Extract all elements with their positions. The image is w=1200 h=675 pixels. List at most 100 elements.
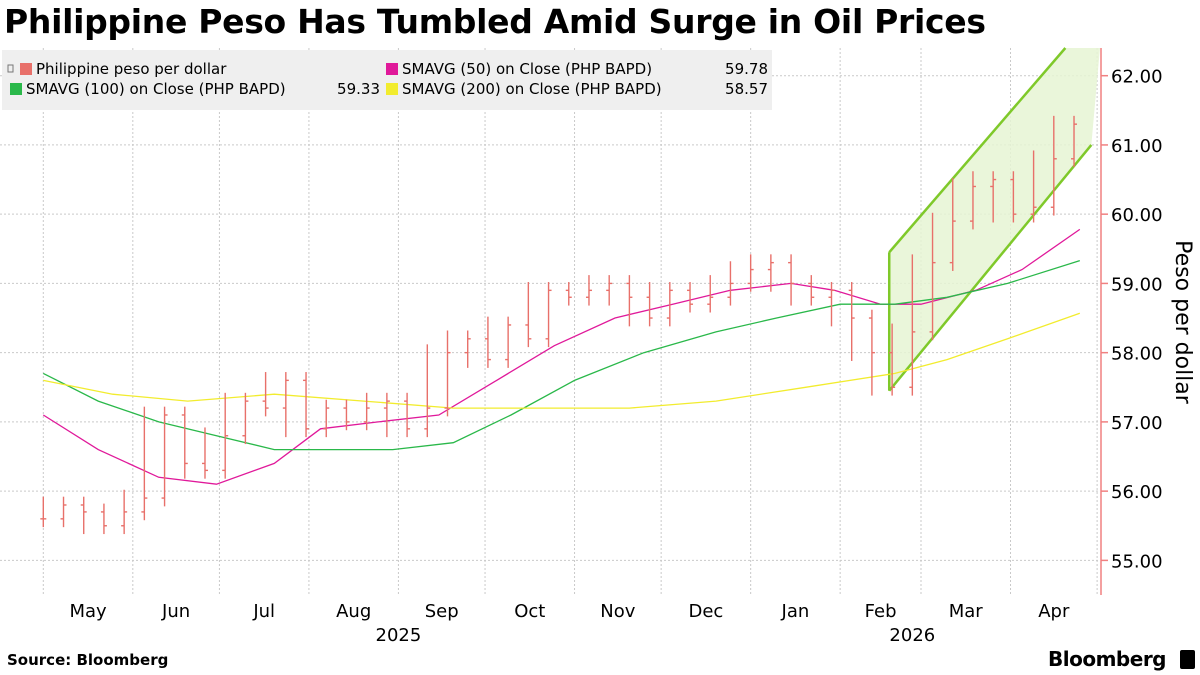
- y-tick-label-3: 58.00: [1111, 344, 1163, 365]
- price-bar: [1050, 115, 1057, 216]
- legend-background: [2, 50, 772, 110]
- price-bar: [383, 392, 390, 438]
- price-bar: [323, 399, 330, 438]
- price-bar: [707, 275, 714, 313]
- price-bar: [969, 171, 976, 230]
- price-bar: [525, 282, 532, 348]
- y-tick-label-7: 62.00: [1111, 67, 1163, 88]
- price-bar: [40, 496, 47, 528]
- price-bar: [100, 503, 107, 535]
- price-bar: [545, 282, 552, 348]
- price-bar: [788, 254, 795, 306]
- x-tick-label-jan: Jan: [781, 601, 810, 622]
- price-bar: [141, 406, 148, 521]
- price-bar: [848, 282, 855, 361]
- price-bar: [80, 496, 87, 535]
- brand-logo: Bloomberg: [1048, 647, 1166, 671]
- chart-axes: 55.00 56.00 57.00 58.00 59.00 60.00 61.00 62.00…: [69, 48, 1195, 646]
- price-bar: [990, 171, 997, 223]
- price-bar: [868, 309, 875, 396]
- legend-item-sma200-value: 58.57: [725, 80, 768, 98]
- legend-item-peso-label: Philippine peso per dollar: [36, 60, 227, 78]
- price-bar: [889, 323, 896, 396]
- price-bar: [666, 282, 673, 327]
- y-tick-label-4: 59.00: [1111, 274, 1163, 295]
- sma200-line: [43, 312, 1081, 409]
- y-tick-label-5: 60.00: [1111, 205, 1163, 226]
- price-bar: [606, 275, 613, 306]
- price-bar: [262, 372, 269, 417]
- price-bar: [242, 392, 249, 445]
- y-tick-label-0: 55.00: [1111, 551, 1163, 572]
- price-bar: [909, 254, 916, 396]
- price-bar: [343, 399, 350, 431]
- x-tick-label-mar: Mar: [949, 601, 984, 622]
- legend-bar-icon: [7, 64, 14, 73]
- chart-series: [40, 115, 1081, 535]
- y-axis-title: Peso per dollar: [1170, 240, 1195, 405]
- brand-icon: [1180, 650, 1195, 669]
- x-tick-label-may: May: [69, 601, 107, 622]
- price-bar: [404, 392, 411, 438]
- price-bar: [585, 275, 592, 306]
- x-tick-label-nov: Nov: [600, 601, 635, 622]
- year-label-2025: 2025: [376, 625, 422, 646]
- x-tick-label-aug: Aug: [336, 601, 371, 622]
- price-bar: [949, 178, 956, 271]
- channel-upper-line: [888, 47, 1067, 254]
- x-tick-label-sep: Sep: [425, 601, 459, 622]
- x-tick-label-jul: Jul: [252, 601, 275, 622]
- price-bar: [484, 316, 491, 368]
- price-bar: [828, 282, 835, 327]
- legend-item-sma200-label: SMAVG (200) on Close (PHP BAPD): [402, 80, 662, 98]
- sma50-line: [42, 228, 1081, 485]
- price-bar: [687, 282, 694, 313]
- x-tick-label-oct: Oct: [514, 601, 545, 622]
- price-bar: [565, 282, 572, 306]
- year-label-2026: 2026: [889, 625, 935, 646]
- price-bar: [424, 344, 431, 438]
- y-tick-label-2: 57.00: [1111, 413, 1163, 434]
- sma100-line: [43, 259, 1080, 451]
- price-bar: [747, 254, 754, 292]
- y-tick-label-1: 56.00: [1111, 482, 1163, 503]
- x-tick-label-apr: Apr: [1038, 601, 1070, 622]
- price-bar: [1030, 150, 1037, 223]
- legend-swatch-sma100: [10, 83, 22, 95]
- price-bar: [929, 212, 936, 341]
- price-bar: [181, 406, 188, 479]
- price-bar: [505, 316, 512, 368]
- legend-item-sma100-label: SMAVG (100) on Close (PHP BAPD): [26, 80, 286, 98]
- legend-swatch-peso: [20, 63, 32, 75]
- price-bar: [282, 372, 289, 438]
- price-bar: [60, 496, 67, 528]
- price-bar: [626, 275, 633, 327]
- chart-title: Philippine Peso Has Tumbled Amid Surge i…: [4, 2, 986, 41]
- channel-lower-line: [888, 144, 1093, 392]
- price-bar: [727, 261, 734, 306]
- x-tick-label-jun: Jun: [161, 601, 190, 622]
- price-bar: [646, 282, 653, 327]
- legend-item-sma50-label: SMAVG (50) on Close (PHP BAPD): [402, 60, 652, 78]
- price-bar: [808, 275, 815, 306]
- price-bar: [201, 427, 208, 479]
- price-bar: [767, 254, 774, 292]
- legend-swatch-sma200: [386, 83, 398, 95]
- y-tick-label-6: 61.00: [1111, 136, 1163, 157]
- x-tick-label-feb: Feb: [865, 601, 897, 622]
- price-bar: [363, 392, 370, 431]
- price-bar: [222, 392, 229, 479]
- legend-item-sma50-value: 59.78: [725, 60, 768, 78]
- price-bar: [464, 330, 471, 368]
- price-bar: [303, 372, 310, 438]
- channel-fill: [889, 48, 1100, 391]
- legend-item-sma100-value: 59.33: [337, 80, 380, 98]
- price-bar: [161, 406, 168, 507]
- price-bar: [444, 330, 451, 417]
- source-note: Source: Bloomberg: [7, 651, 169, 669]
- chart-legend: Philippine peso per dollar SMAVG (50) on …: [2, 50, 772, 110]
- trend-channel: [887, 47, 1100, 392]
- price-bar: [1071, 115, 1078, 168]
- price-bar: [121, 489, 128, 535]
